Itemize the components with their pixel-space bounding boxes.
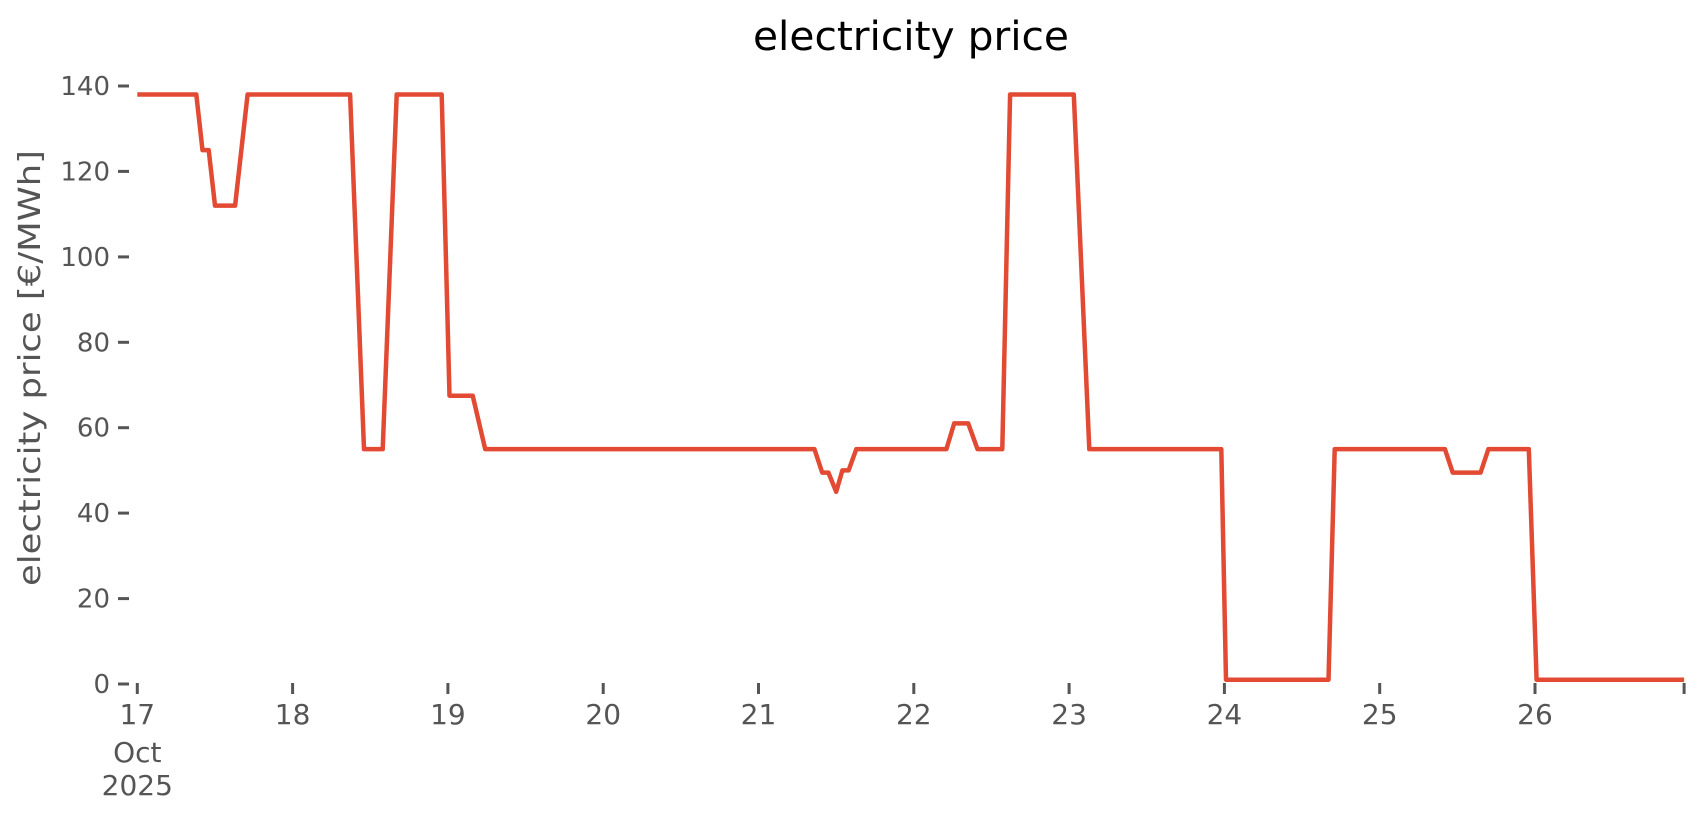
x-tick-label: 21: [741, 698, 777, 731]
x-tick-sublabel: 2025: [102, 769, 173, 802]
y-tick-label: 40: [77, 499, 110, 529]
x-tick-label: 20: [585, 698, 621, 731]
x-tick-label: 24: [1207, 698, 1243, 731]
x-tick-label: 18: [275, 698, 311, 731]
y-tick-label: 100: [60, 243, 110, 273]
y-tick-label: 0: [93, 670, 110, 700]
y-tick-label: 20: [77, 585, 110, 615]
electricity-price-line: [137, 92, 1685, 682]
x-tick-label: 22: [896, 698, 932, 731]
x-tick-label: 23: [1051, 698, 1087, 731]
y-tick-label: 140: [60, 72, 110, 102]
y-axis-label: electricity price [€/MWh]: [13, 150, 48, 586]
x-tick-label: 25: [1362, 698, 1398, 731]
y-tick-label: 80: [77, 328, 110, 358]
y-tick-label: 60: [77, 414, 110, 444]
x-tick-label: 26: [1517, 698, 1553, 731]
chart-title: electricity price: [753, 14, 1069, 60]
x-tick-label: 17: [119, 698, 155, 731]
y-axis-ticks: 0 20 40 60 80 100 120 140: [60, 72, 129, 700]
y-tick-label: 120: [60, 157, 110, 187]
x-tick-sublabel: Oct: [113, 736, 161, 769]
x-tick-label: 19: [430, 698, 466, 731]
